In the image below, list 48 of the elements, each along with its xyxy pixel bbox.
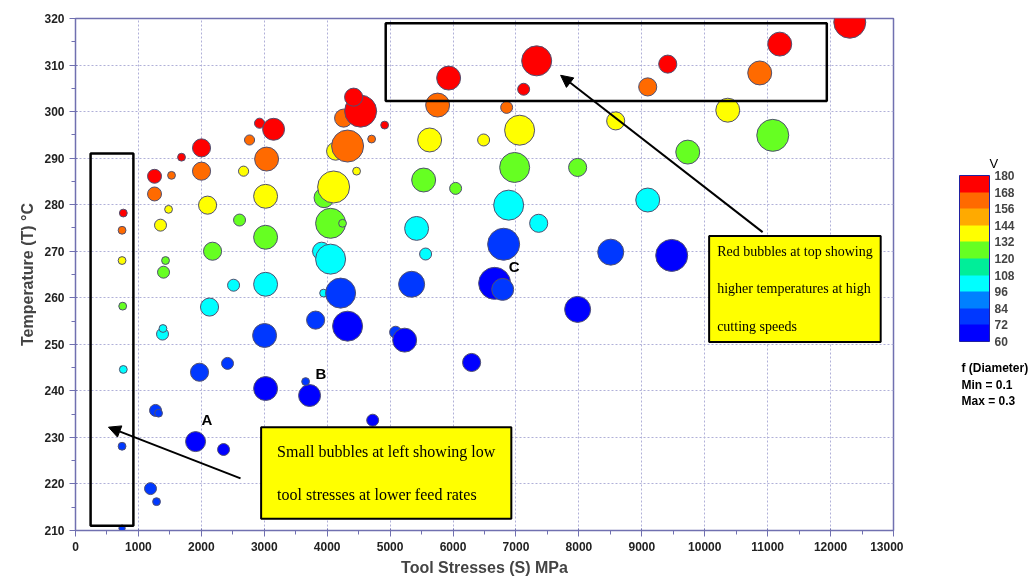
x-tick-label: 12000 — [813, 539, 848, 554]
text: Max = 0.3 — [961, 393, 1016, 408]
color-bar-label: 84 — [994, 301, 1009, 316]
color-bar-label: 180 — [994, 169, 1015, 183]
x-tick-label: 1000 — [125, 539, 153, 554]
x-tick-label: 10000 — [688, 539, 722, 554]
y-tick-label: 320 — [44, 12, 65, 26]
y-tick-label: 270 — [44, 244, 65, 259]
annotation: A — [201, 410, 213, 428]
y-tick-label: 220 — [44, 477, 65, 492]
color-bar-label: 144 — [994, 218, 1015, 233]
color-bar-label: 168 — [994, 185, 1015, 200]
y-axis-title: Temperature (T) °C — [19, 202, 37, 346]
text: f (Diameter) — [961, 360, 1029, 375]
x-tick-label: 4000 — [313, 539, 341, 554]
x-tick-label: 2000 — [188, 539, 216, 554]
text: Min = 0.1 — [961, 377, 1013, 392]
y-tick-label: 240 — [44, 384, 65, 399]
x-axis-title: Tool Stresses (S) MPa — [401, 558, 569, 576]
x-tick-label: 8000 — [565, 539, 593, 554]
y-tick-label: 280 — [44, 198, 65, 213]
y-tick-label: 230 — [44, 430, 65, 445]
y-tick-label: 210 — [44, 524, 65, 538]
y-tick-label: 300 — [44, 105, 65, 120]
color-bar-title: V — [989, 156, 999, 172]
text: Small bubbles at left showing low tool stresses at lower feed rates — [277, 443, 496, 503]
y-tick-label: 290 — [44, 151, 65, 166]
text: Red bubbles at top showing higher temperatures at high cutting speeds — [717, 243, 873, 334]
annotation: C — [508, 258, 520, 276]
y-tick-label: 310 — [44, 58, 65, 73]
color-bar-label: 108 — [994, 268, 1015, 283]
color-bar-label: 132 — [994, 235, 1015, 250]
color-bar-label: 96 — [994, 285, 1009, 300]
x-tick-label: 9000 — [628, 539, 656, 554]
x-tick-label: 0 — [72, 539, 80, 554]
x-tick-label: 3000 — [250, 539, 278, 554]
x-tick-label: 11000 — [751, 539, 785, 554]
color-bar-label: 120 — [994, 252, 1015, 266]
y-tick-label: 250 — [44, 337, 65, 352]
x-tick-label: 6000 — [439, 539, 467, 554]
color-bar-label: 156 — [994, 202, 1015, 217]
x-tick-label: 7000 — [502, 539, 530, 554]
color-bar-label: 72 — [994, 318, 1009, 333]
x-tick-label: 5000 — [376, 539, 404, 554]
color-bar-label: 60 — [994, 335, 1009, 349]
x-tick-label: 13000 — [870, 539, 904, 554]
annotation: B — [315, 364, 327, 382]
y-tick-label: 260 — [44, 291, 65, 306]
